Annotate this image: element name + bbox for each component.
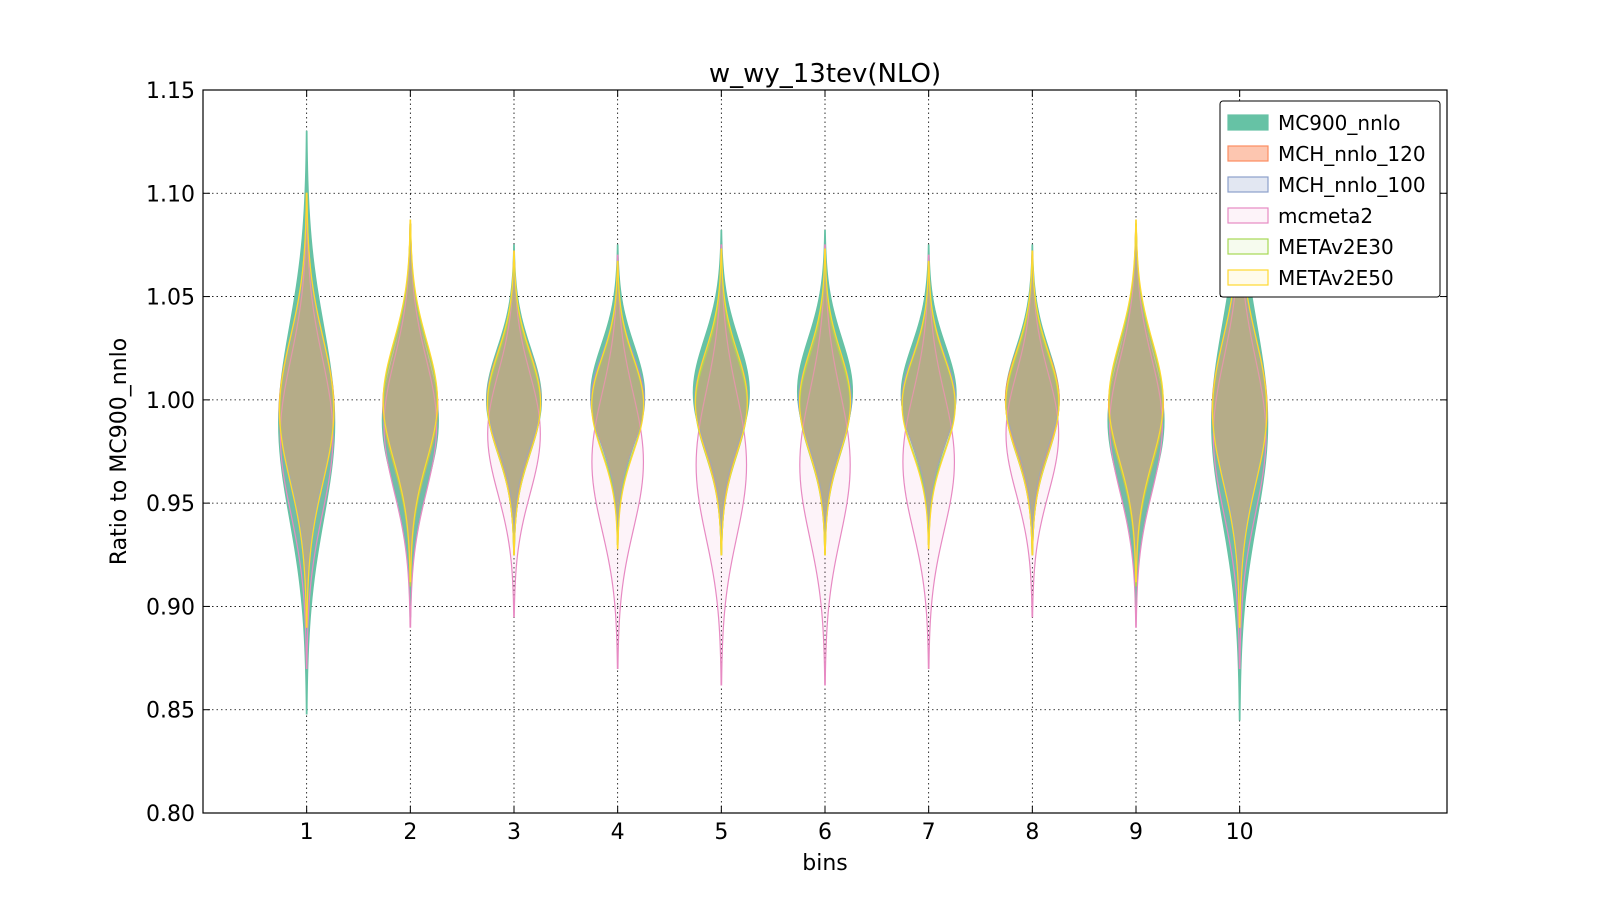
y-tick-label: 1.05 bbox=[146, 286, 195, 311]
violin-METAv2E50-bin-5 bbox=[694, 248, 748, 556]
legend-swatch-MC900_nnlo bbox=[1227, 114, 1269, 131]
violin-METAv2E50-bin-2 bbox=[382, 219, 439, 583]
legend-label-MC900_nnlo: MC900_nnlo bbox=[1278, 111, 1401, 135]
y-axis-label: Ratio to MC900_nnlo bbox=[107, 338, 132, 565]
legend: MC900_nnlo MCH_nnlo_120 MCH_nnlo_100mcmeta… bbox=[1219, 100, 1441, 298]
x-axis-label: bins bbox=[802, 851, 847, 876]
y-tick-label: 0.95 bbox=[146, 492, 195, 517]
violin-mcmeta2-bin-7 bbox=[902, 254, 956, 669]
legend-label-mcmeta2: mcmeta2 bbox=[1278, 204, 1373, 228]
x-tick-label: 3 bbox=[507, 820, 521, 845]
violin-METAv2E50-bin-7 bbox=[901, 260, 956, 550]
x-tick-label: 7 bbox=[922, 820, 936, 845]
violin-METAv2E50-bin-4 bbox=[591, 260, 645, 550]
legend-swatch-MCH_nnlo_120 bbox=[1227, 145, 1269, 162]
violin-mcmeta2-bin-6 bbox=[799, 244, 851, 686]
violin-METAv2E50-bin-3 bbox=[486, 250, 542, 556]
violin-METAv2E50-bin-6 bbox=[798, 248, 852, 556]
x-tick-label: 6 bbox=[818, 820, 832, 845]
x-tick-label: 8 bbox=[1025, 820, 1039, 845]
y-tick-label: 0.80 bbox=[146, 802, 195, 827]
violin-mcmeta2-bin-5 bbox=[695, 244, 748, 686]
x-tick-label: 9 bbox=[1129, 820, 1143, 845]
x-tick-label: 10 bbox=[1226, 820, 1254, 845]
axis-ticks: 0.80 0.85 0.90 0.95 1.00 1.05 1.10 1.15 1 2 3 4 5 6 7 8… bbox=[146, 79, 1447, 845]
x-tick-label: 4 bbox=[611, 820, 625, 845]
legend-label-MCH_nnlo_100: MCH_nnlo_100 bbox=[1278, 173, 1426, 197]
legend-label-METAv2E50: METAv2E50 bbox=[1278, 266, 1394, 290]
y-tick-label: 0.85 bbox=[146, 699, 195, 724]
legend-label-METAv2E30: METAv2E30 bbox=[1278, 235, 1394, 259]
y-tick-label: 1.15 bbox=[146, 79, 195, 104]
legend-swatch-METAv2E50 bbox=[1227, 269, 1269, 286]
legend-frame bbox=[1219, 100, 1441, 298]
violin-mcmeta2-bin-4 bbox=[591, 254, 645, 669]
legend-label-MCH_nnlo_120: MCH_nnlo_120 bbox=[1278, 142, 1426, 166]
legend-swatch-mcmeta2 bbox=[1227, 207, 1269, 224]
y-tick-label: 1.10 bbox=[146, 182, 195, 207]
violin-series-layer bbox=[278, 124, 1269, 721]
violin-METAv2E50-bin-1 bbox=[278, 192, 335, 628]
x-tick-label: 5 bbox=[714, 820, 728, 845]
y-tick-label: 1.00 bbox=[146, 389, 195, 414]
chart-title: w_wy_13tev(NLO) bbox=[709, 59, 941, 89]
x-tick-label: 1 bbox=[300, 820, 314, 845]
legend-swatch-METAv2E30 bbox=[1227, 238, 1269, 255]
violin-METAv2E50-bin-9 bbox=[1108, 219, 1164, 583]
violin-METAv2E50-bin-8 bbox=[1005, 250, 1060, 556]
legend-swatch-MCH_nnlo_100 bbox=[1227, 176, 1269, 193]
x-tick-label: 2 bbox=[403, 820, 417, 845]
y-tick-label: 0.90 bbox=[146, 595, 195, 620]
